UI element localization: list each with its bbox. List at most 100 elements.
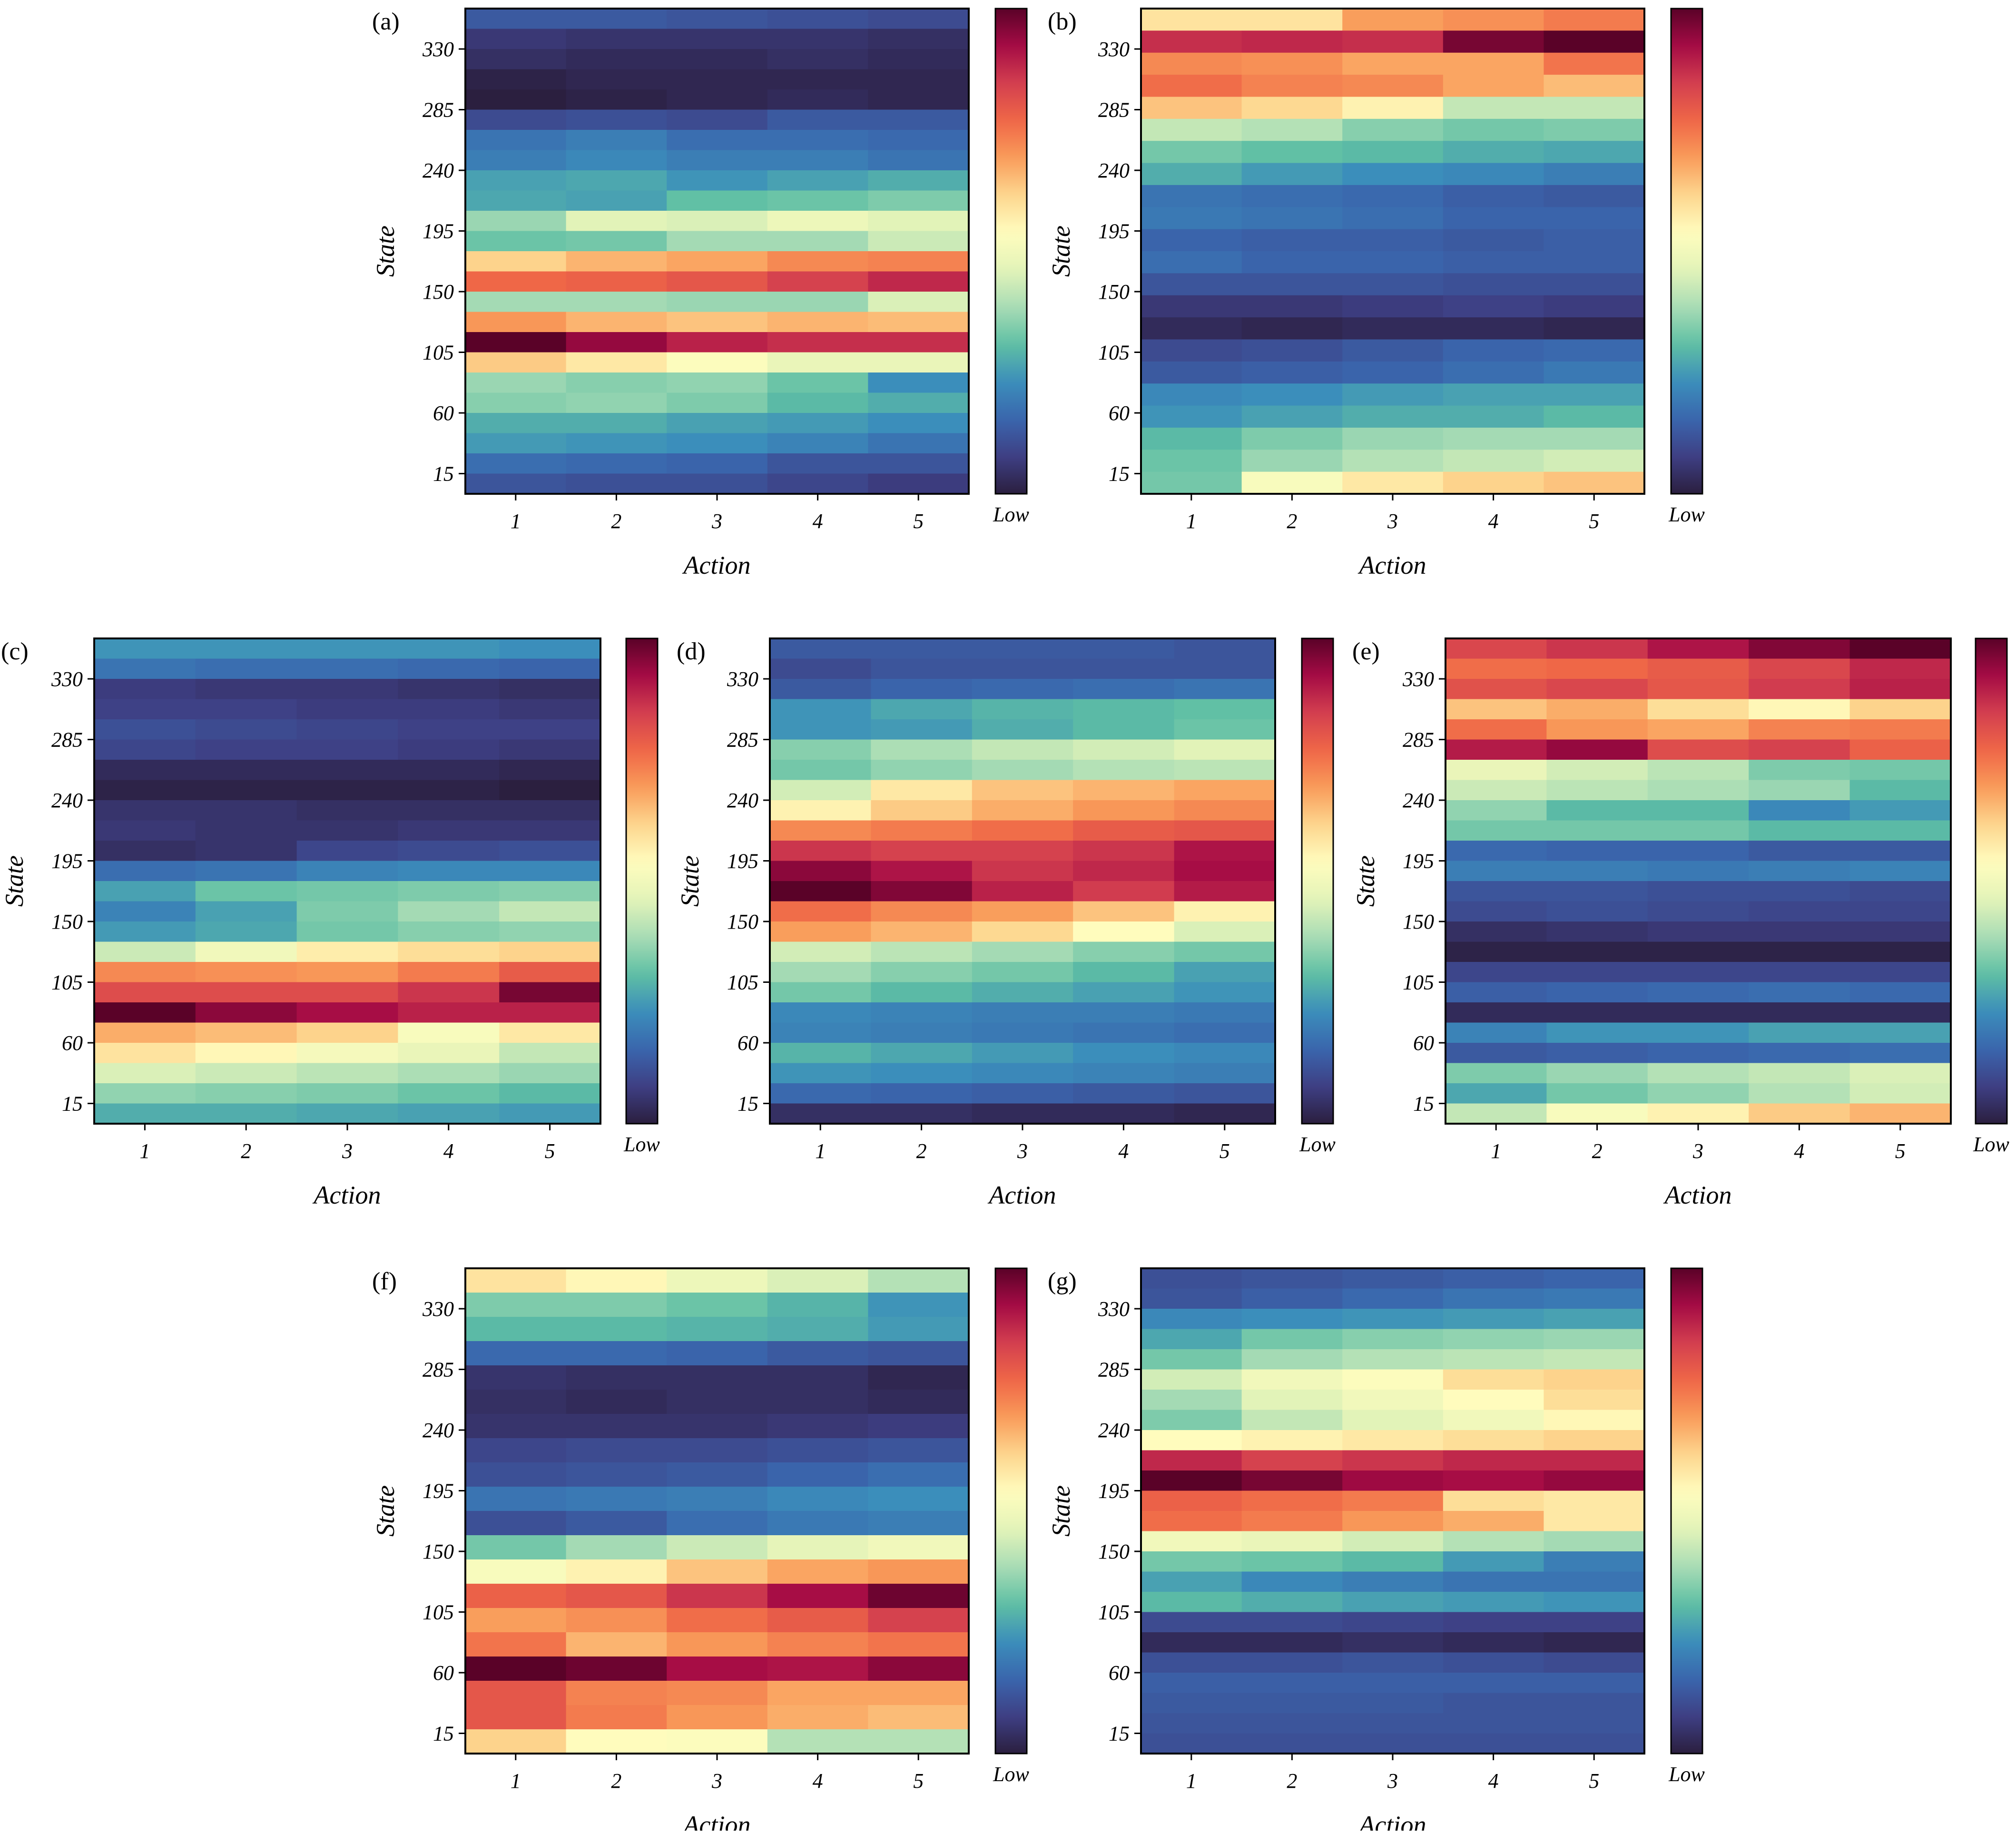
- heatmap-cell: [1174, 962, 1276, 983]
- heatmap-cell: [1174, 638, 1276, 659]
- x-tick-label: 2: [1287, 1769, 1297, 1793]
- heatmap-cell: [1647, 820, 1749, 841]
- x-tick-label: 4: [1488, 510, 1499, 533]
- heatmap-cell: [499, 921, 601, 942]
- heatmap-cell: [1544, 251, 1645, 274]
- heatmap-cell: [499, 699, 601, 720]
- heatmap-cell: [465, 352, 567, 373]
- heatmap-cell: [767, 211, 868, 232]
- heatmap-cell: [1342, 1733, 1444, 1754]
- heatmap-cell: [767, 89, 868, 110]
- heatmap-cell: [1073, 1103, 1175, 1124]
- heatmap-cell: [1647, 719, 1749, 740]
- heatmap-cell: [1544, 1713, 1645, 1734]
- heatmap-cell: [1749, 1063, 1850, 1084]
- heatmap-cell: [1546, 941, 1648, 962]
- heatmap-cell: [667, 9, 768, 29]
- heatmap-cell: [1546, 658, 1648, 679]
- heatmap-cell: [566, 1487, 667, 1511]
- heatmap-cell: [94, 921, 196, 942]
- heatmap-cell: [868, 292, 969, 313]
- heatmap-cell: [1443, 1612, 1544, 1633]
- heatmap-cell: [1342, 427, 1444, 450]
- heatmap-cell: [1849, 780, 1951, 801]
- heatmap-cell: [972, 719, 1073, 740]
- heatmap-cell: [195, 1083, 297, 1104]
- heatmap-cell: [1342, 405, 1444, 428]
- y-tick-label: 105: [51, 971, 83, 994]
- heatmap-cell: [1141, 9, 1242, 31]
- heatmap-cell: [566, 9, 667, 29]
- heatmap-cell: [1141, 471, 1242, 494]
- heatmap-cell: [465, 433, 567, 454]
- heatmap-cell: [1241, 207, 1343, 230]
- heatmap-cell: [868, 1681, 969, 1706]
- heatmap-cell: [1141, 1551, 1242, 1572]
- heatmap-cell: [195, 780, 297, 801]
- heatmap-cell: [1174, 719, 1276, 740]
- heatmap-cell: [1647, 841, 1749, 862]
- heatmap-cell: [1849, 1002, 1951, 1023]
- heatmap-cell: [767, 1487, 868, 1511]
- y-tick-label: 195: [727, 850, 758, 873]
- y-tick-label: 285: [1098, 1358, 1130, 1382]
- heatmap-cell: [398, 1103, 500, 1124]
- heatmap-cell: [871, 1063, 973, 1084]
- heatmap-cell: [398, 699, 500, 720]
- heatmap-cell: [767, 1365, 868, 1390]
- heatmap-cell: [566, 231, 667, 252]
- heatmap-cell: [465, 1268, 567, 1293]
- heatmap-cell: [667, 1511, 768, 1536]
- heatmap-cell: [1141, 1349, 1242, 1370]
- heatmap-cell: [1849, 982, 1951, 1003]
- heatmap-cell: [1446, 921, 1547, 942]
- heatmap-cell: [1241, 450, 1343, 472]
- heatmap-cell: [871, 658, 973, 679]
- heatmap-cell: [1749, 901, 1850, 922]
- heatmap-cell: [1073, 658, 1175, 679]
- x-tick-label: 3: [1017, 1139, 1028, 1163]
- heatmap-cell: [1174, 881, 1276, 902]
- heatmap-cell: [667, 312, 768, 333]
- heatmap-cell: [1849, 881, 1951, 902]
- x-tick-label: 1: [1186, 1769, 1197, 1793]
- heatmap-cell: [195, 820, 297, 841]
- heatmap-cell: [1342, 1349, 1444, 1370]
- heatmap-cell: [1342, 1511, 1444, 1532]
- heatmap-cell: [1647, 1063, 1749, 1084]
- heatmap-cell: [667, 150, 768, 171]
- y-tick-label: 330: [422, 1297, 454, 1321]
- heatmap-cell: [1849, 962, 1951, 983]
- heatmap-cell: [94, 841, 196, 862]
- heatmap-cell: [1849, 638, 1951, 659]
- heatmap-cell: [1443, 1349, 1544, 1370]
- heatmap-cell: [972, 941, 1073, 962]
- heatmap-cell: [1141, 1288, 1242, 1309]
- heatmap-cell: [94, 1083, 196, 1104]
- heatmap-cell: [195, 841, 297, 862]
- heatmap-cell: [566, 292, 667, 313]
- y-tick-label: 150: [727, 910, 758, 933]
- heatmap-cell: [398, 820, 500, 841]
- heatmap-cell: [767, 271, 868, 292]
- heatmap-cell: [868, 1293, 969, 1317]
- heatmap-cell: [1141, 141, 1242, 164]
- heatmap-cell: [1544, 1531, 1645, 1552]
- heatmap-cell: [868, 170, 969, 191]
- heatmap-cell: [1446, 658, 1547, 679]
- heatmap-cell: [94, 861, 196, 882]
- heatmap-cell: [972, 760, 1073, 781]
- heatmap-cell: [465, 1487, 567, 1511]
- heatmap-cell: [1141, 383, 1242, 406]
- heatmap-cell: [972, 820, 1073, 841]
- heatmap-cell: [465, 271, 567, 292]
- heatmap-cell: [767, 1341, 868, 1366]
- heatmap-cell: [767, 1608, 868, 1633]
- y-tick-label: 285: [51, 728, 83, 752]
- heatmap-cell: [1544, 1329, 1645, 1350]
- heatmap-cell: [195, 921, 297, 942]
- heatmap-cell: [296, 841, 398, 862]
- heatmap-cell: [1241, 1652, 1343, 1673]
- heatmap-cell: [1544, 1268, 1645, 1289]
- heatmap-cell: [1544, 427, 1645, 450]
